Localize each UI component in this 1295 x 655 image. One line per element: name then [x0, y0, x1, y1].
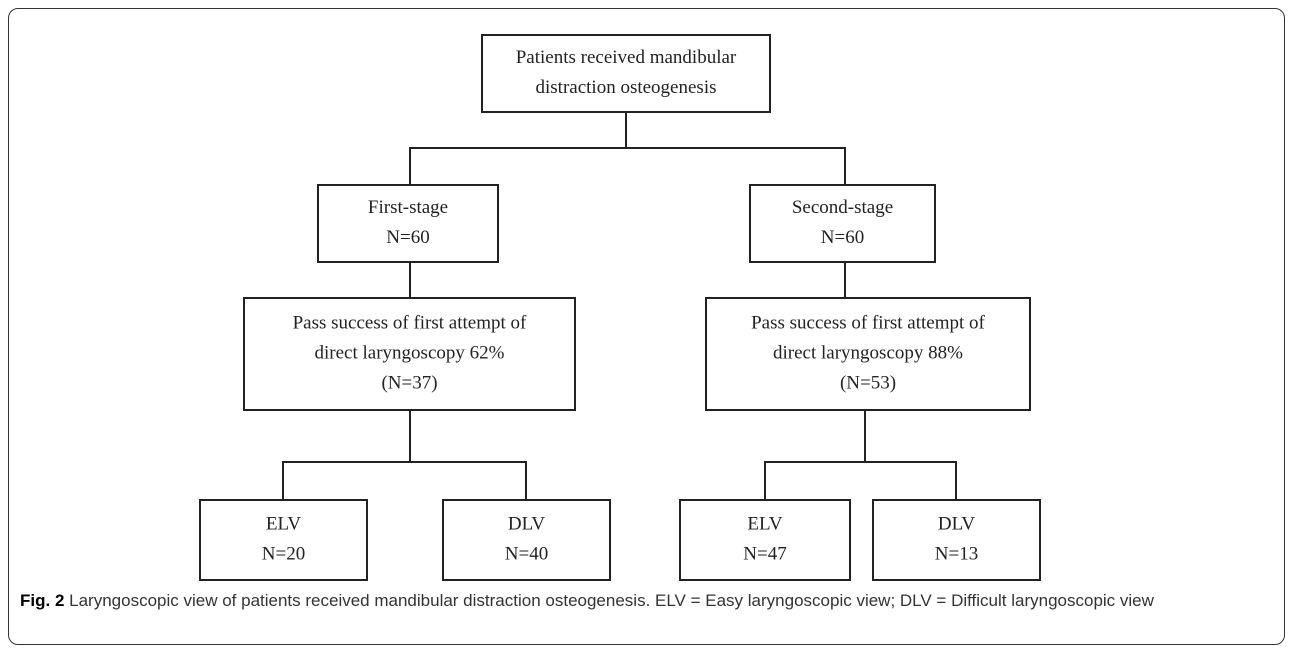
node-label: N=13: [935, 543, 978, 564]
node-label: N=40: [505, 543, 548, 564]
node-label: (N=37): [381, 372, 437, 393]
connector: [282, 461, 527, 500]
figure-frame: [8, 8, 1285, 645]
connector: [764, 461, 957, 500]
node-label: N=60: [821, 227, 864, 248]
connectors: [282, 112, 957, 500]
node-box: [705, 297, 1031, 411]
node-box: [679, 499, 851, 581]
node-label: Patients received mandibular: [516, 47, 737, 68]
node-box: [481, 34, 771, 113]
node-label: direct laryngoscopy 62%: [315, 342, 505, 363]
node-label: Pass success of first attempt of: [293, 312, 527, 333]
node-label: DLV: [508, 513, 546, 534]
node-label: N=20: [262, 543, 305, 564]
node-box: [442, 499, 611, 581]
node-label: (N=53): [840, 372, 896, 393]
node-label: ELV: [747, 513, 782, 534]
node-label: Second-stage: [792, 197, 893, 218]
caption-label: Fig. 2: [20, 591, 65, 610]
node-label: ELV: [266, 513, 301, 534]
node-label: N=47: [743, 543, 786, 564]
node-box: [872, 499, 1041, 581]
connector: [409, 147, 846, 185]
node-label: direct laryngoscopy 88%: [773, 342, 963, 363]
node-label: First-stage: [368, 197, 448, 218]
node-box: [749, 184, 936, 263]
node-label: distraction osteogenesis: [536, 77, 717, 98]
caption-text: Laryngoscopic view of patients received …: [69, 591, 1154, 610]
node-box: [317, 184, 499, 263]
caption: Fig. 2 Laryngoscopic view of patients re…: [20, 587, 1245, 615]
node-label: DLV: [938, 513, 976, 534]
node-box: [199, 499, 368, 581]
node-label: Pass success of first attempt of: [751, 312, 985, 333]
node-label: N=60: [386, 227, 429, 248]
node-box: [243, 297, 576, 411]
